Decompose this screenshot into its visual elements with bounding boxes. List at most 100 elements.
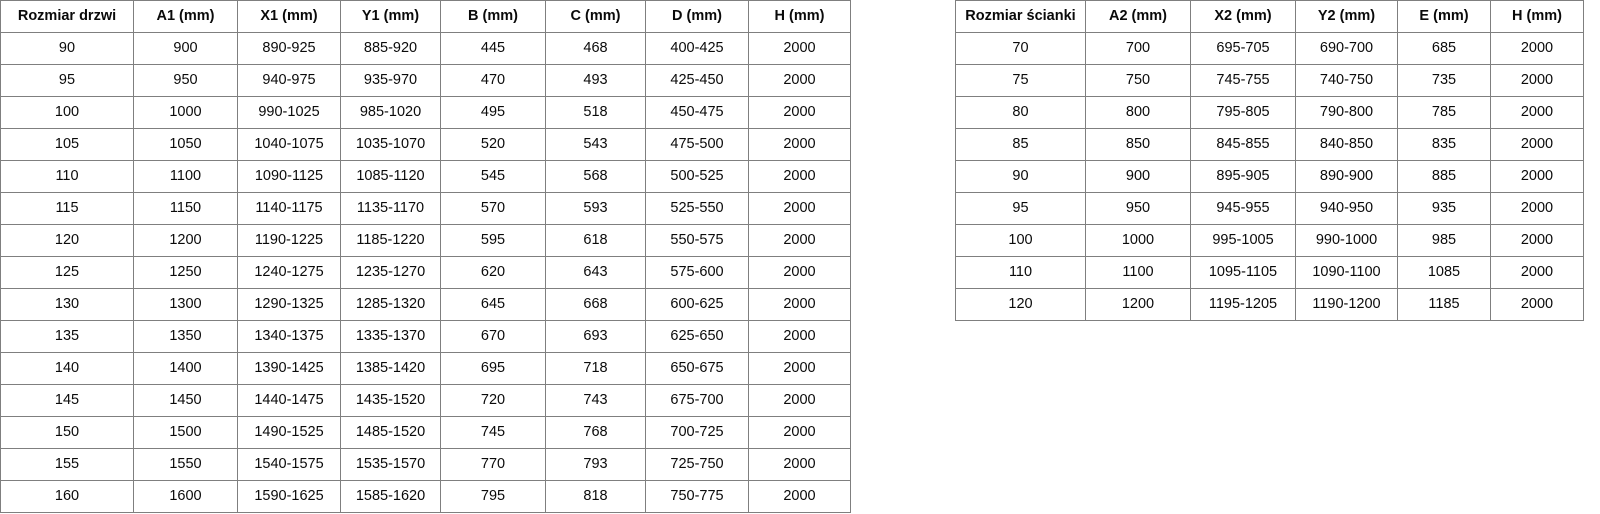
table-cell: 85 [955, 128, 1086, 161]
table-row: 130 1300 1290-1325 1285-1320 645 668 600-625 20… [0, 288, 851, 321]
column-header: H (mm) [748, 0, 851, 33]
table-cell: 793 [545, 448, 646, 481]
table-cell: 795-805 [1190, 96, 1296, 129]
table-cell: 80 [955, 96, 1086, 129]
table-row: 75 750 745-755 740-750 735 2000 [955, 64, 1584, 97]
table-cell: 2000 [748, 160, 851, 193]
column-header: C (mm) [545, 0, 646, 33]
table-cell: 900 [133, 32, 238, 65]
table-cell: 750-775 [645, 480, 749, 513]
table-cell: 1485-1520 [340, 416, 441, 449]
table-cell: 1550 [133, 448, 238, 481]
table-cell: 750 [1085, 64, 1191, 97]
door-dimensions-table: Rozmiar drzwi A1 (mm) X1 (mm) Y1 (mm) B (mm)… [0, 0, 851, 513]
table-cell: 160 [0, 480, 134, 513]
table-cell: 650-675 [645, 352, 749, 385]
table-cell: 110 [955, 256, 1086, 289]
wall-table-header: Rozmiar ścianki A2 (mm) X2 (mm) Y2 (mm) E (m… [955, 0, 1584, 33]
table-row: 100 1000 990-1025 985-1020 495 518 450-475 2000 [0, 96, 851, 129]
table-cell: 845-855 [1190, 128, 1296, 161]
table-cell: 1590-1625 [237, 480, 341, 513]
table-cell: 593 [545, 192, 646, 225]
table-row: 70 700 695-705 690-700 685 2000 [955, 32, 1584, 65]
table-cell: 495 [440, 96, 546, 129]
table-cell: 675-700 [645, 384, 749, 417]
column-header: Rozmiar drzwi [0, 0, 134, 33]
table-cell: 2000 [1490, 224, 1584, 257]
table-cell: 1185 [1397, 288, 1491, 321]
table-cell: 90 [955, 160, 1086, 193]
table-cell: 493 [545, 64, 646, 97]
table-cell: 2000 [748, 32, 851, 65]
table-cell: 770 [440, 448, 546, 481]
table-cell: 2000 [748, 256, 851, 289]
table-cell: 450-475 [645, 96, 749, 129]
table-cell: 790-800 [1295, 96, 1398, 129]
table-cell: 1240-1275 [237, 256, 341, 289]
table-cell: 735 [1397, 64, 1491, 97]
table-cell: 745 [440, 416, 546, 449]
table-cell: 2000 [1490, 288, 1584, 321]
table-cell: 950 [1085, 192, 1191, 225]
table-cell: 2000 [748, 192, 851, 225]
table-cell: 470 [440, 64, 546, 97]
table-cell: 1000 [1085, 224, 1191, 257]
table-cell: 818 [545, 480, 646, 513]
table-cell: 543 [545, 128, 646, 161]
table-cell: 785 [1397, 96, 1491, 129]
table-cell: 500-525 [645, 160, 749, 193]
table-cell: 550-575 [645, 224, 749, 257]
table-cell: 1585-1620 [340, 480, 441, 513]
table-header-row: Rozmiar ścianki A2 (mm) X2 (mm) Y2 (mm) E (m… [955, 0, 1584, 33]
table-cell: 525-550 [645, 192, 749, 225]
column-header: D (mm) [645, 0, 749, 33]
table-cell: 1195-1205 [1190, 288, 1296, 321]
column-header: B (mm) [440, 0, 546, 33]
table-row: 95 950 940-975 935-970 470 493 425-450 2000 [0, 64, 851, 97]
table-cell: 795 [440, 480, 546, 513]
table-cell: 2000 [748, 128, 851, 161]
table-cell: 990-1025 [237, 96, 341, 129]
table-cell: 575-600 [645, 256, 749, 289]
table-cell: 2000 [1490, 160, 1584, 193]
column-header: H (mm) [1490, 0, 1584, 33]
table-row: 120 1200 1190-1225 1185-1220 595 618 550-575 20… [0, 224, 851, 257]
table-cell: 1235-1270 [340, 256, 441, 289]
wall-panel-dimensions-table: Rozmiar ścianki A2 (mm) X2 (mm) Y2 (mm) E (m… [955, 0, 1584, 321]
table-cell: 2000 [1490, 192, 1584, 225]
table-cell: 150 [0, 416, 134, 449]
table-cell: 700-725 [645, 416, 749, 449]
table-cell: 1340-1375 [237, 320, 341, 353]
table-cell: 840-850 [1295, 128, 1398, 161]
table-cell: 885 [1397, 160, 1491, 193]
table-cell: 985 [1397, 224, 1491, 257]
table-row: 145 1450 1440-1475 1435-1520 720 743 675-700 20… [0, 384, 851, 417]
table-cell: 720 [440, 384, 546, 417]
table-cell: 1435-1520 [340, 384, 441, 417]
table-cell: 645 [440, 288, 546, 321]
table-row: 155 1550 1540-1575 1535-1570 770 793 725-750 20… [0, 448, 851, 481]
table-cell: 1385-1420 [340, 352, 441, 385]
column-header: A2 (mm) [1085, 0, 1191, 33]
table-row: 135 1350 1340-1375 1335-1370 670 693 625-650 20… [0, 320, 851, 353]
table-cell: 1140-1175 [237, 192, 341, 225]
table-row: 80 800 795-805 790-800 785 2000 [955, 96, 1584, 129]
table-cell: 618 [545, 224, 646, 257]
door-table-body: 90 900 890-925 885-920 445 468 400-425 2000 95 95… [0, 32, 851, 513]
table-cell: 885-920 [340, 32, 441, 65]
table-row: 105 1050 1040-1075 1035-1070 520 543 475-500 20… [0, 128, 851, 161]
table-cell: 445 [440, 32, 546, 65]
table-cell: 620 [440, 256, 546, 289]
table-cell: 1085 [1397, 256, 1491, 289]
table-cell: 518 [545, 96, 646, 129]
table-cell: 900 [1085, 160, 1191, 193]
table-cell: 800 [1085, 96, 1191, 129]
column-header: A1 (mm) [133, 0, 238, 33]
table-cell: 935 [1397, 192, 1491, 225]
table-cell: 1090-1100 [1295, 256, 1398, 289]
table-cell: 700 [1085, 32, 1191, 65]
table-cell: 690-700 [1295, 32, 1398, 65]
table-cell: 100 [0, 96, 134, 129]
table-cell: 1035-1070 [340, 128, 441, 161]
table-cell: 743 [545, 384, 646, 417]
